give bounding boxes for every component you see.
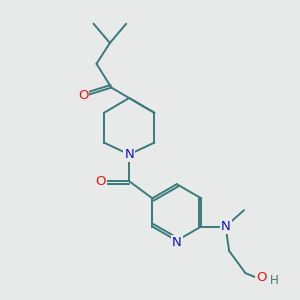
- Text: O: O: [96, 175, 106, 188]
- Text: N: N: [172, 236, 182, 249]
- Text: O: O: [78, 88, 88, 101]
- Text: N: N: [221, 220, 230, 233]
- Text: N: N: [124, 148, 134, 161]
- Text: O: O: [256, 271, 266, 284]
- Text: H: H: [270, 274, 279, 287]
